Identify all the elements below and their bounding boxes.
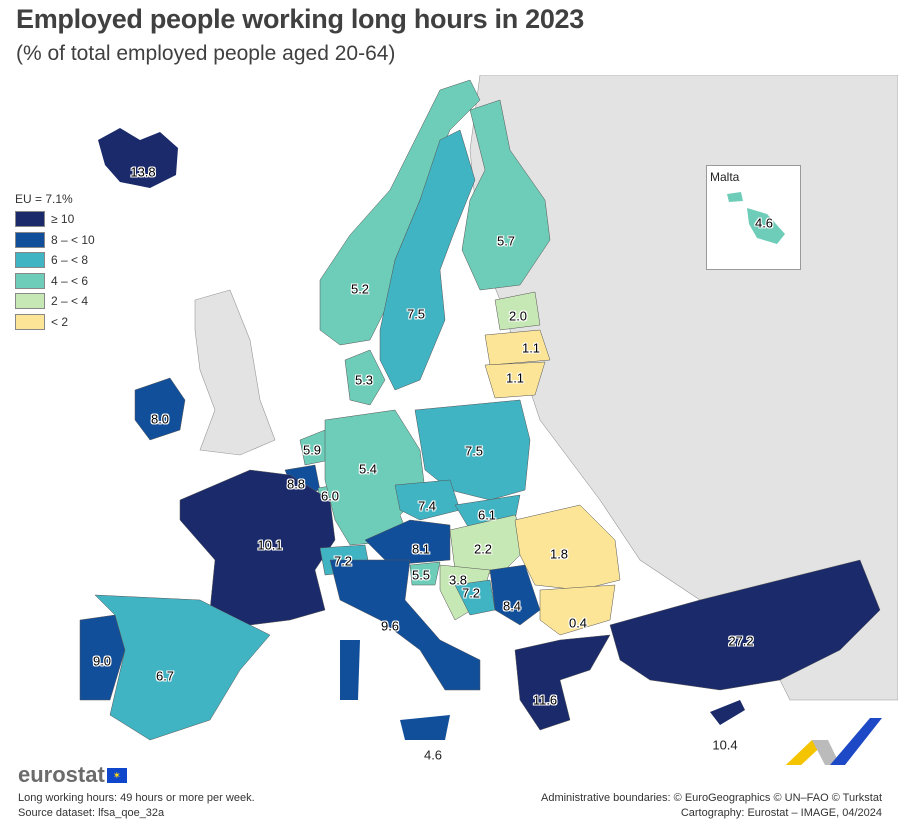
region-value-label: 10.1 — [257, 537, 283, 553]
legend-swatch — [15, 231, 45, 248]
legend-item: 4 – < 6 — [15, 271, 95, 292]
region-greece — [514, 634, 611, 731]
region-value-label: 5.3 — [354, 372, 374, 388]
footer-source: Source dataset: lfsa_qoe_32a — [18, 807, 165, 819]
region-value-label: 6.0 — [320, 488, 340, 504]
legend-item: 2 – < 4 — [15, 291, 95, 312]
region-cyprus — [710, 700, 745, 725]
region-turkey — [609, 559, 881, 691]
region-value-label: 1.1 — [521, 340, 541, 356]
region-value-label: 2.2 — [473, 541, 493, 557]
brand-text: eurostat — [18, 762, 105, 787]
legend-item: 6 – < 8 — [15, 250, 95, 271]
region-finland — [461, 99, 551, 291]
region-slovenia — [409, 561, 441, 586]
map-title: Employed people working long hours in 20… — [16, 4, 584, 34]
region-denmark — [344, 349, 386, 406]
legend-swatch — [15, 293, 45, 310]
region-value-label: 9.6 — [380, 618, 400, 634]
region-ireland — [134, 377, 186, 441]
region-latvia — [484, 329, 551, 366]
region-value-label: 3.8 — [448, 572, 468, 588]
region-value-label: 7.4 — [417, 498, 437, 514]
region-value-label: 5.4 — [358, 461, 378, 477]
region-hungary — [449, 514, 531, 576]
region-sardinia — [340, 640, 360, 700]
footer-boundaries: Administrative boundaries: © EuroGeograp… — [540, 792, 882, 804]
region-value-label: 13.8 — [130, 164, 156, 180]
region-estonia — [494, 291, 541, 331]
region-poland — [414, 399, 531, 501]
malta-inset-title: Malta — [710, 170, 740, 184]
region-value-label: 7.5 — [406, 306, 426, 322]
legend-label: ≥ 10 — [51, 212, 75, 227]
region-value-label: 5.2 — [350, 281, 370, 297]
legend-label: 2 – < 4 — [51, 294, 89, 309]
eurostat-logo: eurostat ✶ — [18, 762, 127, 788]
region-value-label: 0.4 — [568, 615, 588, 631]
region-portugal — [79, 614, 126, 701]
region-value-label: 5.5 — [411, 567, 431, 583]
region-spain — [94, 594, 271, 741]
logo-gray-stripe — [812, 740, 840, 765]
region-value-label: 11.6 — [532, 692, 558, 708]
region-sweden — [379, 129, 476, 391]
region-value-label: 1.8 — [549, 546, 569, 562]
region-value-label: 7.2 — [333, 553, 353, 569]
footer-notes: Long working hours: 49 hours or more per… — [18, 791, 255, 821]
region-value-label: 7.5 — [464, 443, 484, 459]
malta-value: 4.6 — [754, 215, 774, 231]
malta-inset: Malta 4.6 — [706, 165, 801, 270]
region-lithuania — [484, 361, 546, 399]
region-iceland — [98, 128, 178, 188]
legend-eu-average: EU = 7.1% — [15, 192, 73, 206]
footer-note: Long working hours: 49 hours or more per… — [18, 792, 255, 804]
legend-swatch — [15, 252, 45, 269]
map-subtitle: (% of total employed people aged 20-64) — [16, 42, 396, 65]
region-value-label: 8.4 — [502, 598, 522, 614]
region-value-label: 8.8 — [286, 476, 306, 492]
region-czechia — [394, 479, 461, 521]
region-value-label: 6.1 — [477, 507, 497, 523]
region-value-label: 10.4 — [712, 737, 738, 753]
legend-label: 4 – < 6 — [51, 273, 89, 288]
legend: EU = 7.1% ≥ 10 8 – < 10 6 – < 8 4 – < 6 2 – … — [15, 192, 95, 332]
region-value-label: 7.2 — [461, 585, 481, 601]
malta-shape — [727, 192, 785, 244]
land-uk — [194, 289, 276, 456]
legend-label: 6 – < 8 — [51, 253, 89, 268]
footer-credits: Administrative boundaries: © EuroGeograp… — [541, 791, 882, 821]
region-value-label: 5.7 — [496, 233, 516, 249]
region-sicily — [400, 715, 450, 740]
region-romania — [514, 504, 621, 591]
legend-item: 8 – < 10 — [15, 230, 95, 251]
legend-item: ≥ 10 — [15, 209, 95, 230]
region-value-label: 1.1 — [505, 370, 525, 386]
legend-swatch — [15, 313, 45, 330]
region-serbia — [489, 564, 541, 626]
legend-item: < 2 — [15, 312, 95, 333]
region-value-label: 5.9 — [302, 442, 322, 458]
region-value-label: 9.0 — [92, 653, 112, 669]
region-value-label: 4.6 — [423, 747, 443, 763]
region-bulgaria — [539, 584, 616, 636]
legend-label: < 2 — [51, 314, 69, 329]
region-value-label: 2.0 — [508, 308, 528, 324]
legend-label: 8 – < 10 — [51, 232, 95, 247]
legend-swatch — [15, 211, 45, 228]
logo-blue-stripe — [830, 718, 882, 765]
region-value-label: 8.0 — [150, 411, 170, 427]
footer-cartography: Cartography: Eurostat – IMAGE, 04/2024 — [680, 807, 882, 819]
region-italy — [329, 559, 481, 691]
region-value-label: 8.1 — [411, 541, 431, 557]
legend-swatch — [15, 272, 45, 289]
eu-flag-icon: ✶ — [106, 767, 127, 783]
region-france — [179, 469, 336, 626]
region-value-label: 6.7 — [155, 668, 175, 684]
region-value-label: 27.2 — [728, 633, 754, 649]
